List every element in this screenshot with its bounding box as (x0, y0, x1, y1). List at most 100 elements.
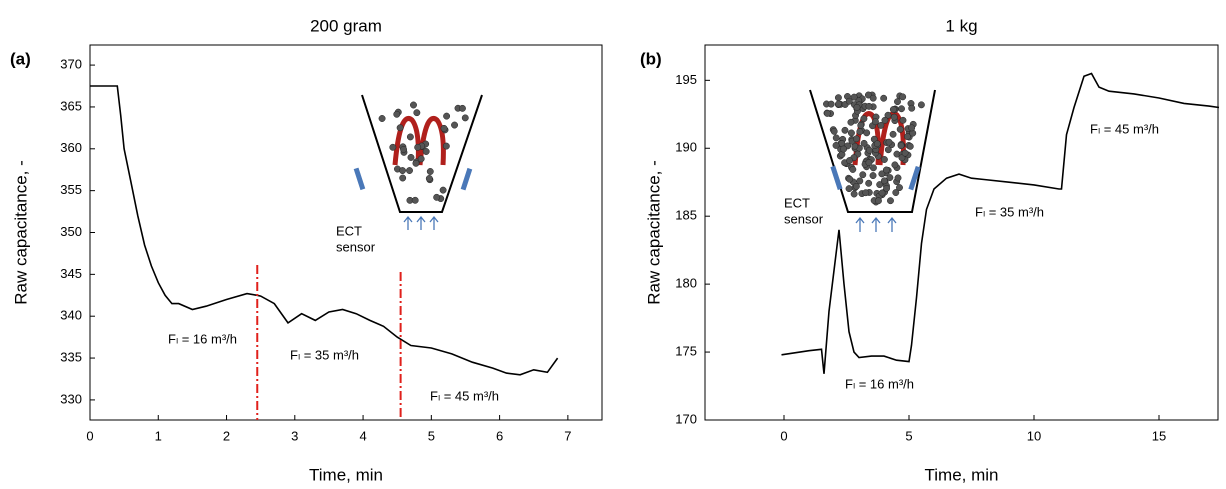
particle (896, 184, 903, 192)
gas-inlet (855, 216, 897, 232)
sensor (353, 167, 366, 191)
particle (864, 91, 872, 99)
particle (884, 146, 892, 154)
x-axis-label: Time, min (309, 465, 383, 484)
panel-label: (a) (10, 49, 31, 68)
x-tick-label: 3 (291, 428, 298, 443)
inset-label: ECT (336, 223, 362, 238)
particle (869, 94, 877, 102)
sensor (908, 165, 921, 191)
particle (860, 139, 868, 147)
particle (835, 100, 843, 108)
particle (903, 133, 911, 141)
particle (874, 197, 882, 205)
particle (890, 113, 898, 121)
particle (889, 106, 897, 113)
particle (863, 129, 871, 137)
inset-label: sensor (336, 239, 376, 254)
y-tick-label: 190 (675, 140, 697, 155)
particle (400, 145, 408, 153)
y-tick-label: 180 (675, 276, 697, 291)
y-tick-label: 365 (60, 98, 82, 113)
particle (871, 118, 879, 126)
particle (880, 94, 888, 102)
particle (892, 189, 900, 197)
particle (894, 174, 902, 182)
particle (399, 167, 406, 175)
particle (865, 102, 873, 110)
particle (880, 156, 888, 163)
particle (443, 112, 451, 120)
particle (440, 124, 448, 132)
particle (414, 143, 422, 151)
x-tick-label: 5 (905, 428, 912, 443)
particle (860, 115, 868, 123)
particle (461, 114, 469, 122)
particle (885, 138, 893, 146)
annotation: Fₗ = 35 m³/h (975, 204, 1044, 219)
y-tick-label: 345 (60, 266, 82, 281)
sensor (460, 167, 473, 191)
particle (852, 182, 860, 190)
particle (856, 177, 864, 185)
particle (865, 179, 873, 187)
particle (857, 121, 865, 129)
particle (897, 142, 905, 150)
particle (908, 104, 916, 112)
particle (901, 149, 909, 157)
particle (406, 133, 414, 141)
particle (869, 172, 877, 180)
y-tick-label: 195 (675, 72, 697, 87)
y-tick-label: 170 (675, 411, 697, 426)
particle (841, 126, 849, 134)
particle (877, 121, 885, 129)
particle (410, 101, 417, 109)
particle (847, 118, 855, 126)
particle (849, 166, 857, 173)
y-tick-label: 340 (60, 308, 82, 323)
particle (850, 93, 858, 101)
particle (887, 197, 894, 205)
particle (865, 146, 873, 154)
panel-label: (b) (640, 49, 662, 68)
particle (852, 135, 860, 143)
particle (891, 161, 899, 169)
x-tick-label: 10 (1027, 428, 1041, 443)
x-tick-label: 2 (223, 428, 230, 443)
particle (853, 103, 861, 111)
particle (847, 129, 855, 137)
x-tick-label: 0 (86, 428, 93, 443)
chart-title: 1 kg (945, 16, 977, 35)
particle (389, 143, 397, 151)
particle (865, 159, 873, 167)
particle (840, 145, 848, 153)
particle (422, 148, 430, 155)
particle (894, 98, 901, 106)
particle (832, 134, 840, 142)
particle (830, 127, 838, 135)
x-tick-label: 15 (1152, 428, 1166, 443)
particle (459, 104, 466, 112)
inset-a (353, 94, 483, 230)
x-tick-label: 6 (496, 428, 503, 443)
particle (880, 177, 888, 185)
annotation: Fₗ = 35 m³/h (290, 347, 359, 362)
particle (917, 101, 925, 109)
particle (407, 153, 415, 161)
y-axis-label: Raw capacitance, - (644, 160, 663, 305)
y-tick-label: 350 (60, 224, 82, 239)
x-tick-label: 7 (564, 428, 571, 443)
particle (869, 164, 877, 172)
particle (896, 125, 904, 133)
annotation: Fₗ = 16 m³/h (845, 376, 914, 391)
particle (882, 166, 890, 174)
particle (396, 124, 404, 132)
particle (425, 175, 433, 182)
particle (406, 167, 413, 174)
particle (862, 189, 870, 197)
particle (876, 181, 884, 189)
y-tick-label: 360 (60, 140, 82, 155)
y-tick-label: 175 (675, 344, 697, 359)
particle (856, 128, 864, 136)
